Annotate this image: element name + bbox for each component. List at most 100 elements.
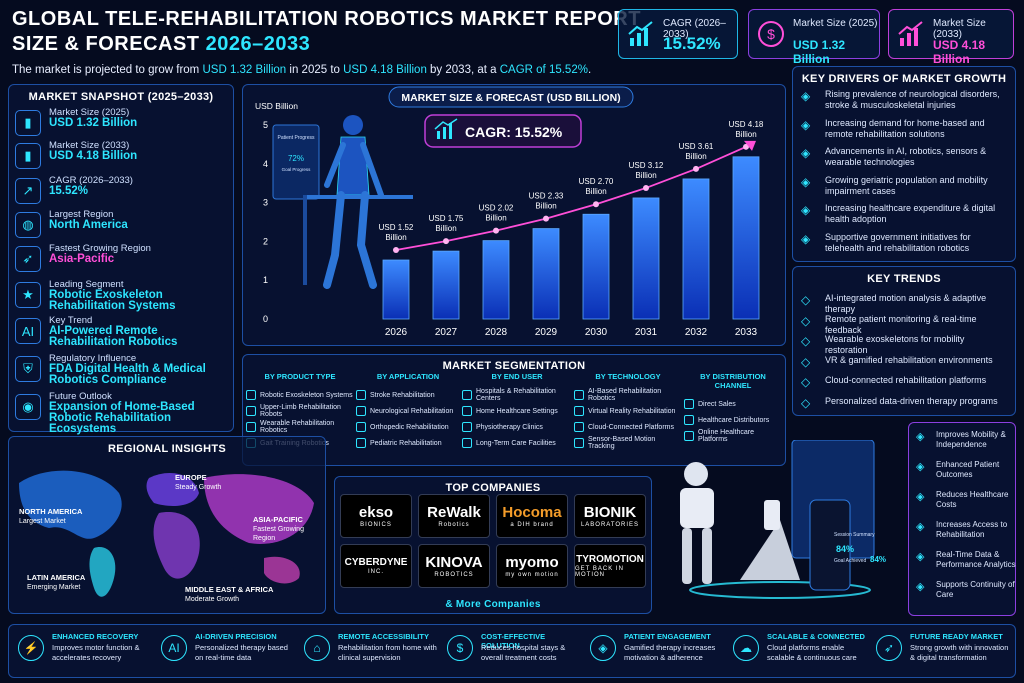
company-name: KINOVA (425, 554, 483, 571)
data-label: USD 2.33 Billion (529, 192, 564, 211)
region-name: MIDDLE EAST & AFRICA (185, 585, 274, 594)
segment-icon (684, 399, 694, 409)
footer-item: ⌂ REMOTE ACCESSIBILITY Rehabilitation from… (300, 629, 440, 677)
summary-part: The market is projected to grow from (12, 64, 203, 76)
segment-item-text: Physiotherapy Clinics (476, 423, 543, 431)
company-sub: GET BACK IN MOTION (575, 566, 624, 578)
snapshot-label: Future Outlook (49, 391, 112, 402)
ai-icon: AI (15, 318, 41, 344)
trends-title: KEY TRENDS (867, 273, 941, 285)
footer-title: AI-DRIVEN PRECISION (195, 632, 277, 641)
company-sub: Robotics (438, 522, 470, 528)
footer-item: AI AI-DRIVEN PRECISION Personalized therap… (157, 629, 297, 677)
segment-item: Online Healthcare Platforms (684, 428, 782, 444)
company-name: CYBERDYNE (344, 557, 408, 568)
driver-item: ◈ Supportive government initiatives for t… (801, 232, 1009, 262)
segment-icon (246, 390, 256, 400)
trend-point (493, 227, 499, 234)
driver-text: Advancements in AI, robotics, sensors & … (825, 146, 987, 167)
growth-chart-icon (628, 21, 653, 46)
company-sub: a DIH brand (510, 522, 554, 528)
footer-text: Improves motor function & accelerates re… (52, 643, 140, 662)
benefit-icon: ◈ (916, 431, 925, 443)
bar-chart-icon: ▮ (15, 143, 41, 169)
trend-item: ◇ AI-integrated motion analysis & adaptiv… (801, 293, 1009, 314)
stat-value: USD 1.32 Billion (793, 38, 846, 66)
region-north-america: NORTH AMERICA Largest Market (19, 507, 82, 526)
segment-icon (462, 406, 472, 416)
cloud-icon: ☁ (733, 635, 759, 661)
bar (582, 213, 610, 320)
company-sub: LABORATORIES (580, 522, 640, 528)
driver-item: ◈ Growing geriatric population and mobili… (801, 175, 1009, 205)
segment-item: Stroke Rehabilitation (356, 387, 460, 403)
region-name: NORTH AMERICA (19, 507, 83, 516)
data-label: USD 2.02 Billion (479, 204, 514, 223)
snapshot-row: AI Key Trend AI-Powered Remote Rehabilitat… (15, 315, 227, 348)
snapshot-row: ↗ CAGR (2026–2033) 15.52% (15, 175, 227, 207)
bar (432, 250, 460, 320)
summary-highlight: USD 4.18 Billion (343, 64, 427, 76)
segment-item-text: Orthopedic Rehabilitation (370, 423, 449, 431)
trend-icon: ◇ (801, 293, 811, 307)
trend-text: VR & gamified rehabilitation environment… (825, 354, 993, 365)
y-tick-label: 5 (263, 120, 268, 130)
footer-title: ENHANCED RECOVERY (52, 632, 139, 641)
snapshot-value: FDA Digital Health & Medical Robotics Co… (49, 363, 206, 386)
growth-chart-icon (434, 118, 458, 139)
trend-text: AI-integrated motion analysis & adaptive… (825, 293, 987, 314)
world-map (19, 470, 314, 597)
snapshot-value: USD 4.18 Billion (49, 150, 138, 162)
company-name: Hocoma (502, 504, 562, 521)
segment-item: Home Healthcare Settings (462, 403, 572, 419)
segment-item: Upper-Limb Rehabilitation Robots (246, 403, 354, 419)
snapshot-value: Expansion of Home-Based Robotic Rehabili… (49, 401, 195, 435)
region-desc: Emerging Market (27, 584, 81, 591)
benefit-icon: ◈ (916, 461, 925, 473)
summary-text: The market is projected to grow from USD… (12, 64, 591, 76)
segment-item-text: Neurological Rehabilitation (370, 407, 454, 415)
segment-column: BY TECHNOLOGY AI-Based Rehabilitation Rob… (574, 372, 682, 464)
trend-up-icon: ↗ (15, 178, 41, 204)
company-logo: CYBERDYNE INC. (340, 544, 412, 588)
screen-value: 72% (288, 154, 304, 163)
segment-item: Healthcare Distributors (684, 412, 782, 428)
x-tick-label: 2032 (685, 327, 708, 338)
segment-header: BY END USER (491, 372, 543, 381)
region-name: ASIA-PACIFIC (253, 515, 303, 524)
benefit-text: Reduces Healthcare Costs (936, 490, 1009, 509)
footer-text: Strong growth with innovation & digital … (910, 643, 1009, 662)
region-europe: EUROPE Steady Growth (175, 473, 221, 492)
trend-point (693, 165, 699, 172)
data-label: USD 1.75 Billion (429, 214, 464, 233)
segment-item: Robotic Exoskeleton Systems (246, 387, 354, 403)
snapshot-label: Regulatory Influence (49, 353, 137, 364)
data-label: USD 3.61 Billion (679, 142, 714, 161)
region-latin-america: LATIN AMERICA Emerging Market (27, 573, 85, 592)
chart-svg: MARKET SIZE & FORECAST (USD BILLION) USD… (255, 86, 764, 338)
snapshot-value: 15.52% (49, 185, 89, 197)
footer-text: Personalized therapy based on real-time … (195, 643, 288, 662)
x-tick-label: 2030 (585, 327, 608, 338)
footer-text: Rehabilitation from home with clinical s… (338, 643, 437, 662)
driver-text: Increasing demand for home-based and rem… (825, 117, 985, 139)
driver-text: Supportive government initiatives for te… (825, 231, 971, 253)
snapshot-title: MARKET SNAPSHOT (2025–2033) (28, 91, 214, 103)
snapshot-row: ◍ Largest Region North America (15, 209, 227, 241)
driver-icon: ◈ (801, 231, 811, 246)
benefit-icon: ◈ (916, 521, 925, 533)
snapshot-value: AI-Powered Remote Rehabilitation Robotic… (49, 325, 178, 348)
benefit-item: ◈ Real-Time Data & Performance Analytics (916, 550, 1016, 586)
segment-icon (356, 390, 366, 400)
segment-icon (574, 406, 584, 416)
data-label: USD 3.12 Billion (629, 161, 664, 180)
key-trends-panel: KEY TRENDS ◇ AI-integrated motion analysi… (792, 266, 1016, 416)
company-sub: INC. (368, 569, 384, 575)
segment-item-text: AI-Based Rehabilitation Robotics (588, 388, 662, 402)
footer-item: ➶ FUTURE READY MARKET Strong growth with i… (872, 629, 1012, 677)
shield-icon: ⛨ (15, 356, 41, 382)
segment-icon (462, 422, 472, 432)
region-name: LATIN AMERICA (27, 573, 86, 582)
eye-icon: ◉ (15, 394, 41, 420)
snapshot-value: USD 1.32 Billion (49, 117, 138, 129)
